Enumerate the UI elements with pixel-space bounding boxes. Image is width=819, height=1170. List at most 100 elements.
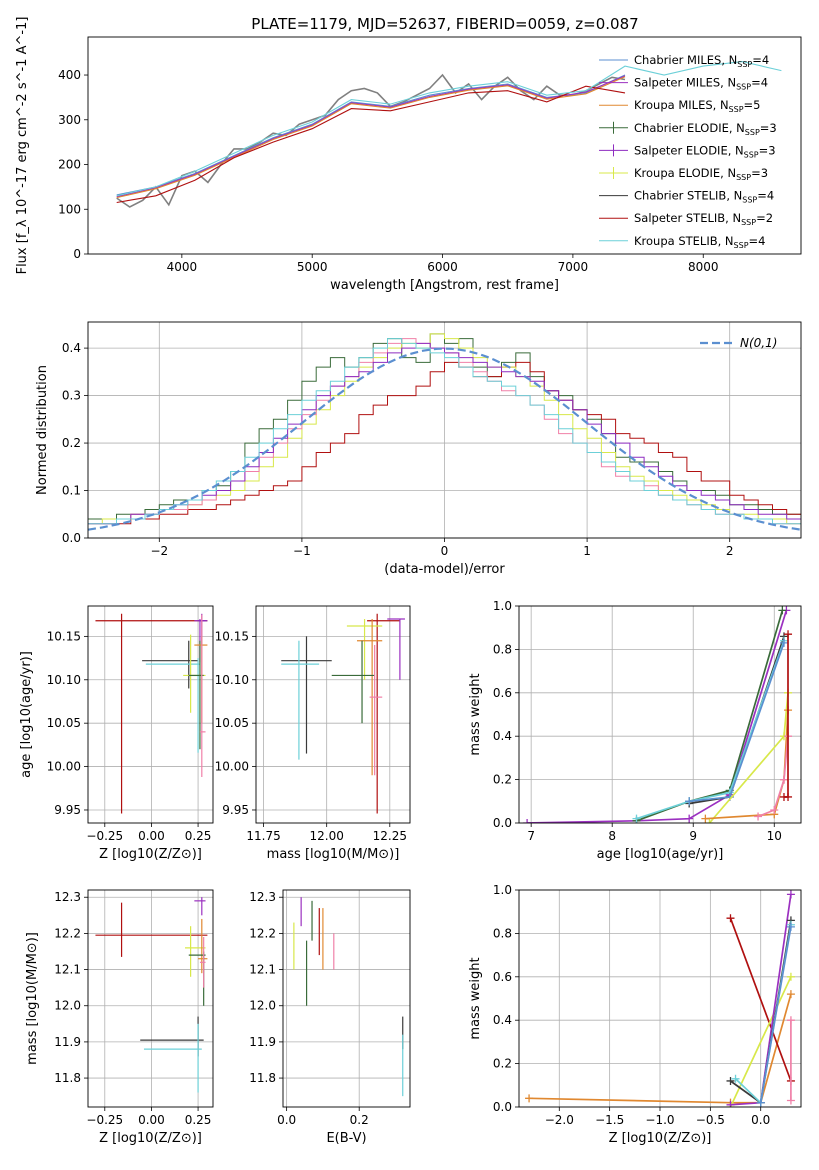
y-axis-label: mass [log10(M/M⊙)] (25, 932, 40, 1065)
y-tick-label: 1.0 (493, 599, 512, 613)
legend-entry-tail: =3 (759, 143, 776, 157)
x-tick-label: 0.25 (185, 829, 212, 843)
weight-series (759, 926, 792, 1103)
x-tick-label: −2.0 (545, 1113, 574, 1127)
y-tick-label: 10.15 (215, 629, 249, 643)
x-tick-label: 8 (608, 829, 616, 843)
x-axis-label: Z [log10(Z/Z⊙)] (99, 847, 202, 862)
x-axis-label: Z [log10(Z/Z⊙)] (99, 1131, 202, 1146)
y-tick-label: 12.3 (249, 890, 276, 904)
legend-entry-base: Chabrier MILES, N (634, 53, 737, 67)
y-tick-label: 12.2 (54, 926, 81, 940)
y-tick-label: 0.0 (493, 816, 512, 830)
y-tick-label: 11.8 (54, 1071, 81, 1085)
histogram-series (88, 333, 801, 525)
legend-entry: Salpeter ELODIE, NSSP=3 (634, 143, 776, 159)
x-tick-label: 5000 (297, 260, 328, 274)
weight-marker (786, 1096, 795, 1105)
weight-series (636, 640, 785, 820)
weight-marker (756, 1098, 765, 1107)
x-tick-label: −0.25 (86, 829, 123, 843)
x-tick-label: 12.25 (373, 829, 407, 843)
plot-area (281, 613, 405, 814)
legend-entry-sub: SSP (729, 105, 744, 114)
x-tick-label: 0.2 (350, 1113, 369, 1127)
y-tick-label: 10.00 (215, 760, 249, 774)
weight-series (527, 610, 788, 823)
weight-marker (786, 922, 795, 931)
axes-frame (87, 321, 802, 539)
weight-marker (786, 1016, 795, 1025)
figure-title: PLATE=1179, MJD=52637, FIBERID=0059, z=0… (251, 15, 638, 33)
residuals-plot-area (88, 333, 801, 531)
y-tick-label: 10.15 (47, 629, 81, 643)
x-tick-label: −2 (150, 544, 168, 558)
legend-entry-tail: =2 (756, 211, 773, 225)
weight-marker (685, 814, 694, 823)
legend-entry-sub: SSP (736, 83, 751, 92)
x-axis-label: wavelength [Angstrom, rest frame] (330, 278, 559, 293)
weight-marker (705, 819, 714, 823)
weight-marker (754, 812, 763, 821)
weight-marker (786, 890, 795, 899)
x-tick-label: −1.5 (595, 1113, 624, 1127)
legend-entry-tail: =3 (751, 166, 768, 180)
weight-vs-age-panel: 7 8 9 10 0.0 0.2 0.4 0.6 0.8 1.0 age [log10(age/yr… (468, 599, 802, 862)
legend-entry: Salpeter MILES, NSSP=4 (634, 76, 768, 92)
weight-marker (784, 792, 793, 801)
axes-frame (87, 889, 214, 1108)
y-tick-label: 0.6 (493, 686, 512, 700)
legend-entry-sub: SSP (741, 218, 756, 227)
legend-entry-tail: =4 (752, 53, 769, 67)
y-tick-label: 0.3 (62, 389, 81, 403)
x-tick-label: 4000 (167, 260, 198, 274)
x-tick-label: −0.25 (86, 1113, 123, 1127)
x-tick-label: 6000 (427, 260, 458, 274)
x-tick-label: 12.00 (310, 829, 344, 843)
model-series (116, 61, 782, 197)
weight-series (529, 993, 792, 1104)
weight-marker (770, 805, 779, 814)
y-tick-label: 0.0 (62, 531, 81, 545)
x-tick-label: 0.0 (751, 1113, 770, 1127)
weight-marker (779, 775, 788, 784)
weight-marker (685, 797, 694, 806)
y-tick-label: 0.8 (493, 926, 512, 940)
y-tick-label: 0.2 (493, 773, 512, 787)
legend-entry-sub: SSP (736, 173, 751, 182)
x-tick-label: 8000 (688, 260, 719, 274)
y-tick-label: 300 (58, 113, 81, 127)
x-tick-label: 9 (689, 829, 697, 843)
model-series (116, 76, 626, 199)
y-axis-label: mass weight (468, 673, 483, 755)
weight-marker (726, 914, 735, 923)
x-tick-label: 0 (441, 544, 449, 558)
y-tick-label: 12.2 (249, 926, 276, 940)
spectrum-panel: 4000 5000 6000 7000 8000 0 100 200 300 400 wavelen… (15, 17, 802, 293)
y-tick-label: 12.3 (54, 890, 81, 904)
x-axis-label: (data-model)/error (384, 562, 505, 577)
model-series (116, 75, 626, 198)
legend-entry-sub: SSP (734, 241, 749, 250)
weight-marker (632, 814, 641, 823)
y-tick-label: 0.2 (62, 436, 81, 450)
y-tick-label: 0.4 (62, 341, 81, 355)
weight-marker (786, 990, 795, 999)
legend-entry: Chabrier ELODIE, NSSP=3 (634, 121, 777, 137)
x-tick-label: −1 (293, 544, 311, 558)
x-tick-label: 0.00 (138, 1113, 165, 1127)
weight-marker (726, 1076, 735, 1085)
legend-entry-base: Chabrier STELIB, N (634, 189, 742, 203)
weight-series (757, 736, 789, 818)
plot-area (523, 606, 793, 823)
y-tick-label: 0.1 (62, 484, 81, 498)
axes-frame (87, 36, 802, 255)
y-tick-label: 0.2 (493, 1057, 512, 1071)
weight-marker (525, 1094, 534, 1103)
y-tick-label: 11.8 (249, 1071, 276, 1085)
weight-series (729, 917, 792, 1082)
y-axis-label: age [log10(age/yr)] (19, 651, 34, 778)
y-tick-label: 10.10 (215, 673, 249, 687)
plot-area (293, 897, 404, 1097)
